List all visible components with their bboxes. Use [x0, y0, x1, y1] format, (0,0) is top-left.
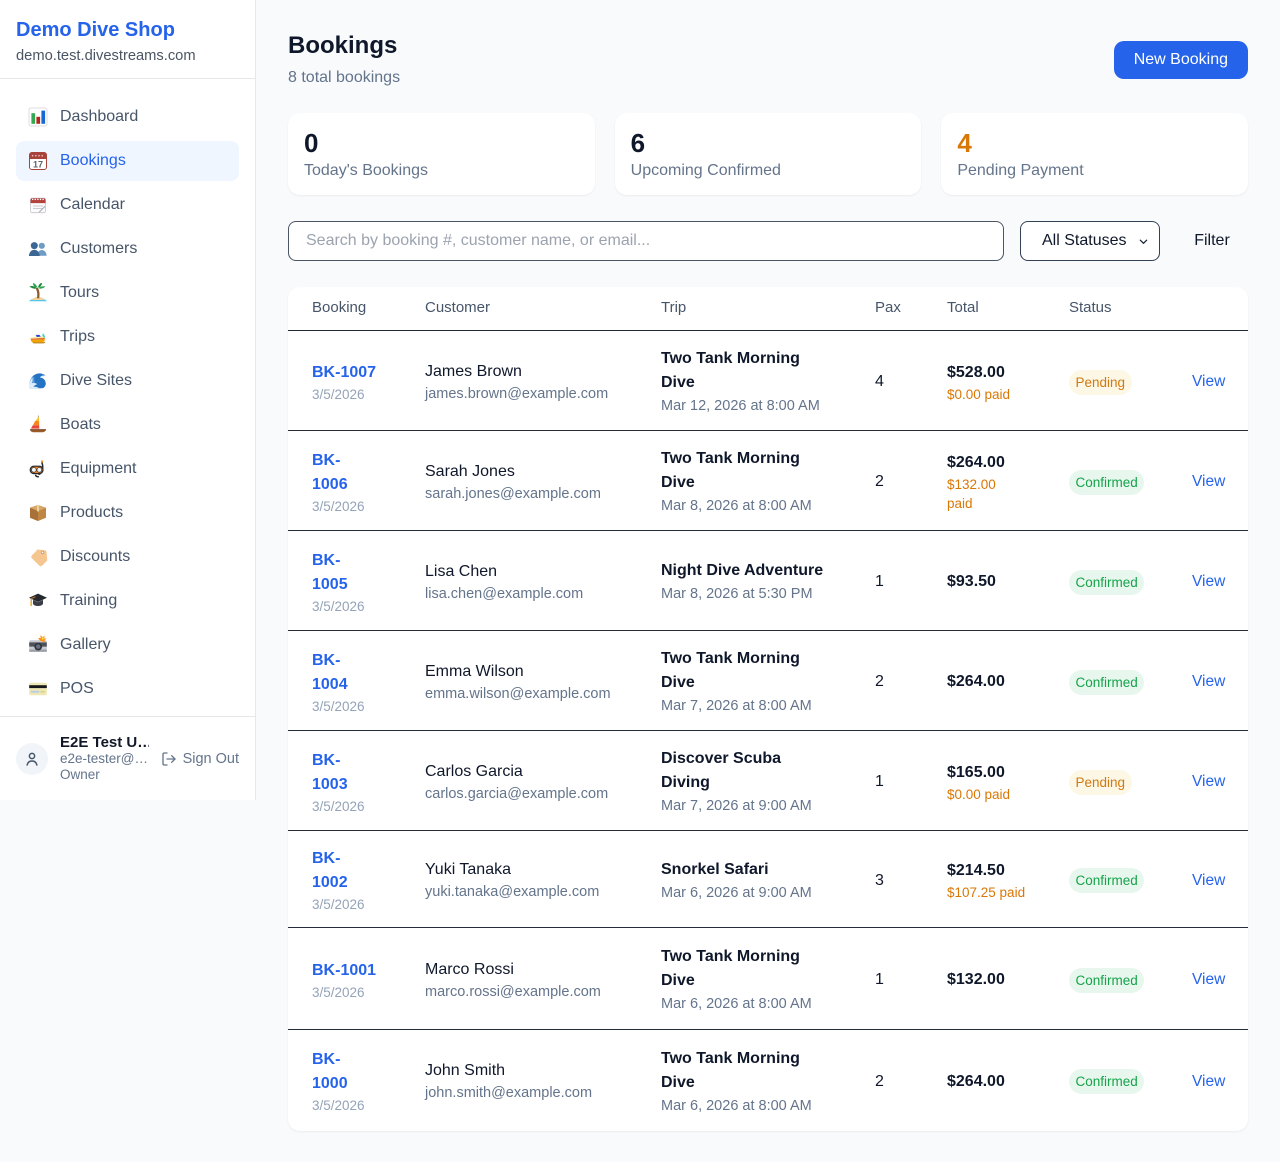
svg-text:17: 17: [33, 160, 43, 170]
